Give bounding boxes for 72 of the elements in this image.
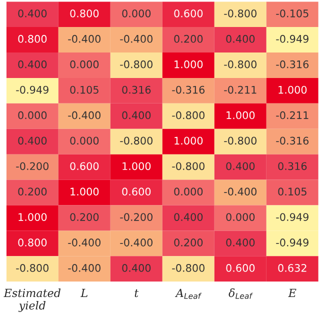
data-label: -0.211: [276, 111, 308, 120]
data-label: 0.400: [174, 213, 203, 221]
data-label: 0.400: [226, 238, 255, 246]
data-label: 0.600: [122, 188, 151, 196]
data-label: -0.800: [224, 60, 256, 68]
data-label: 0.000: [174, 188, 203, 196]
data-label: -0.200: [16, 162, 48, 170]
x-tick-label: t: [134, 289, 139, 298]
data-label: 0.200: [70, 213, 99, 221]
data-label: -0.949: [276, 238, 308, 246]
data-label: 1.000: [278, 86, 307, 94]
data-label: -0.800: [172, 162, 204, 170]
data-label: 1.000: [226, 111, 255, 120]
data-label: -0.949: [276, 213, 308, 221]
data-label: 0.400: [226, 162, 255, 170]
data-label: 1.000: [18, 213, 47, 221]
x-tick-label: Estimated yield: [4, 288, 61, 312]
data-label: -0.400: [68, 238, 100, 246]
data-label: -0.316: [276, 136, 309, 145]
data-label: -0.105: [276, 9, 308, 18]
data-label: -0.800: [120, 136, 152, 145]
data-label: -0.316: [276, 60, 309, 68]
x-tick-label: E: [288, 288, 296, 297]
data-label: 0.316: [122, 86, 151, 94]
data-label: 0.000: [18, 111, 47, 120]
data-label: 0.400: [122, 264, 151, 272]
x-tick-label: δ$_{Leaf}$: [228, 288, 253, 299]
data-label: -0.800: [16, 264, 48, 272]
data-label: 0.600: [226, 264, 255, 272]
data-label: 0.400: [18, 136, 47, 145]
data-label: -0.949: [276, 34, 308, 43]
x-tick-label: A$_{Leaf}$: [174, 288, 202, 299]
data-label: 1.000: [174, 136, 203, 145]
data-label: 0.200: [174, 34, 203, 43]
data-label: -0.800: [172, 111, 204, 120]
x-tick-label: L: [80, 288, 88, 297]
data-label: -0.400: [120, 238, 152, 246]
data-label: 0.200: [174, 238, 203, 246]
data-label: 0.600: [174, 9, 203, 18]
data-label: -0.316: [172, 86, 205, 94]
data-label: 1.000: [122, 162, 151, 170]
data-label: 1.000: [70, 188, 99, 196]
data-label: 0.600: [70, 162, 99, 170]
data-label: -0.400: [68, 264, 100, 272]
data-label: -0.400: [68, 34, 100, 43]
data-label: 0.400: [122, 111, 151, 120]
data-label: 0.000: [122, 9, 151, 18]
data-label: 0.316: [278, 162, 307, 170]
data-label: 0.105: [70, 86, 98, 94]
data-label: -0.800: [172, 264, 204, 272]
data-label: 0.105: [278, 188, 306, 196]
data-label: -0.400: [120, 34, 152, 43]
data-label: 0.000: [70, 136, 99, 145]
data-label: -0.211: [224, 86, 256, 94]
data-label: 0.800: [70, 9, 99, 18]
data-label: 0.200: [18, 188, 47, 196]
data-label: 0.400: [226, 34, 255, 43]
data-label: 0.000: [226, 213, 255, 221]
data-label: -0.400: [224, 188, 256, 196]
data-label: -0.200: [120, 213, 152, 221]
data-label: 0.632: [278, 264, 306, 272]
data-label: 0.400: [18, 60, 47, 68]
data-label: -0.800: [120, 60, 152, 68]
data-label: -0.800: [224, 136, 256, 145]
data-label: 0.800: [18, 34, 47, 43]
data-label: 1.000: [174, 60, 203, 68]
data-label: -0.400: [68, 111, 100, 120]
data-label: 0.000: [70, 60, 99, 68]
data-label: 0.400: [18, 9, 47, 18]
data-label: 0.800: [18, 238, 47, 246]
data-label: -0.800: [224, 9, 256, 18]
data-label: -0.949: [16, 86, 48, 94]
